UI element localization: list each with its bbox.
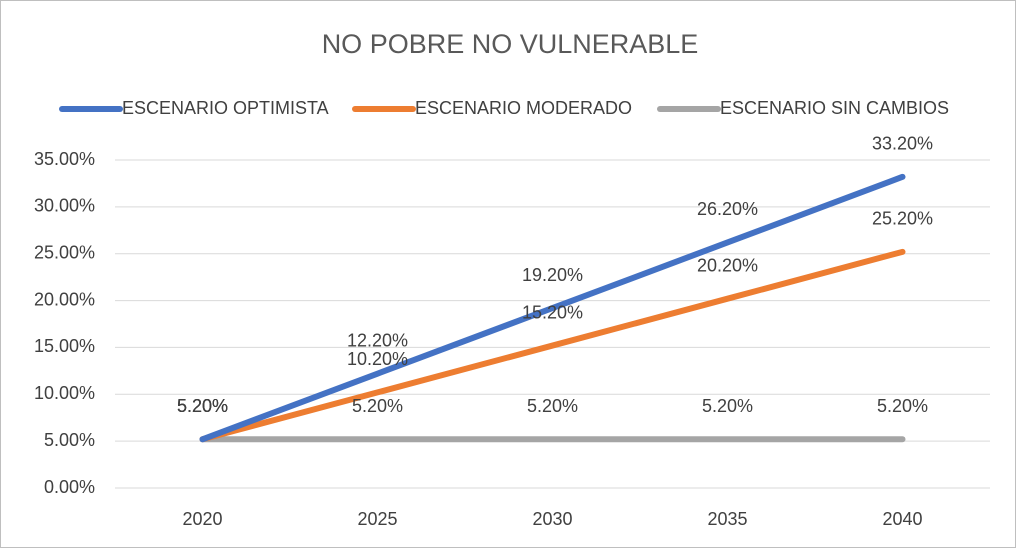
- x-tick-label: 2030: [532, 509, 572, 529]
- x-tick-label: 2025: [357, 509, 397, 529]
- series-line: [199, 173, 906, 443]
- data-label: 5.20%: [877, 396, 928, 416]
- x-tick-label: 2020: [182, 509, 222, 529]
- legend-label: ESCENARIO MODERADO: [415, 98, 632, 118]
- y-tick-label: 10.00%: [34, 383, 95, 403]
- y-tick-label: 20.00%: [34, 289, 95, 309]
- y-tick-label: 15.00%: [34, 336, 95, 356]
- y-tick-label: 30.00%: [34, 196, 95, 216]
- y-tick-label: 0.00%: [44, 477, 95, 497]
- legend-label: ESCENARIO SIN CAMBIOS: [720, 98, 949, 118]
- legend-label: ESCENARIO OPTIMISTA: [122, 98, 329, 118]
- x-tick-label: 2040: [882, 509, 922, 529]
- y-tick-label: 25.00%: [34, 242, 95, 262]
- data-label: 5.20%: [702, 396, 753, 416]
- y-tick-label: 5.00%: [44, 430, 95, 450]
- x-tick-label: 2035: [707, 509, 747, 529]
- series-line: [199, 248, 906, 443]
- data-label: 19.20%: [522, 265, 583, 285]
- data-label: 12.20%: [347, 330, 408, 350]
- data-label: 5.20%: [177, 396, 228, 416]
- data-label: 15.20%: [522, 302, 583, 322]
- data-label: 10.20%: [347, 349, 408, 369]
- data-label: 20.20%: [697, 255, 758, 275]
- data-label: 5.20%: [177, 396, 228, 416]
- data-label: 5.20%: [352, 396, 403, 416]
- data-label: 25.20%: [872, 209, 933, 229]
- data-label: 5.20%: [177, 396, 228, 416]
- data-label: 33.20%: [872, 134, 933, 154]
- data-label: 26.20%: [697, 199, 758, 219]
- data-label: 5.20%: [527, 396, 578, 416]
- y-tick-label: 35.00%: [34, 149, 95, 169]
- chart-title: NO POBRE NO VULNERABLE: [322, 29, 699, 59]
